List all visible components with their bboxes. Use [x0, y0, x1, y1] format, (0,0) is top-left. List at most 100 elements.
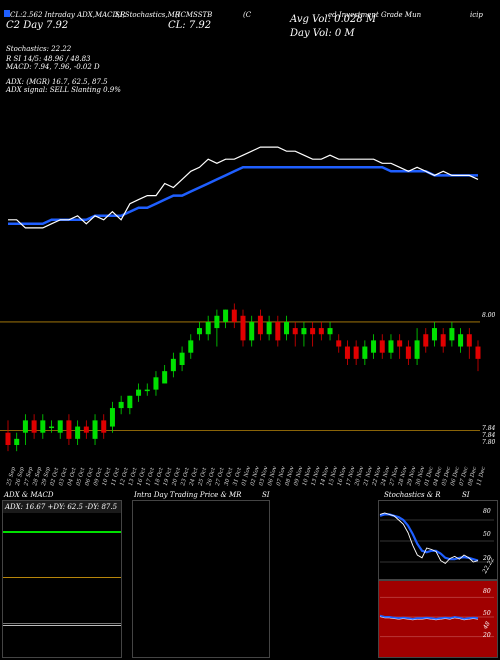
- date-tick-label: 09 Nov: [293, 465, 304, 487]
- candle-body: [275, 321, 281, 341]
- price-mid: CL: 7.92: [168, 20, 212, 31]
- candle-body: [318, 328, 324, 335]
- candle-body: [162, 371, 168, 384]
- adx-divider: [3, 577, 121, 578]
- date-tick-label: 17 Nov: [346, 465, 357, 487]
- date-tick-label: 08 Dec: [467, 466, 478, 486]
- date-tick-label: 10 Nov: [302, 465, 313, 487]
- date-tick-label: 06 Oct: [84, 466, 95, 486]
- date-tick-label: 04 Dec: [433, 466, 444, 486]
- rsi-tick-20: 20: [483, 632, 491, 639]
- candle-body: [475, 346, 481, 359]
- candle-body: [205, 321, 211, 335]
- date-tick-label: 01 Dec: [424, 466, 435, 486]
- date-tick-label: 28 Sep: [32, 466, 43, 488]
- candle-body: [127, 395, 133, 409]
- date-tick-label: 21 Nov: [363, 465, 374, 488]
- date-tick-label: 02 Oct: [50, 466, 61, 486]
- date-tick-label: 30 Oct: [224, 466, 235, 486]
- chart-header-seg3: (ICMSSTB: [175, 11, 213, 19]
- date-tick-label: 08 Nov: [285, 465, 296, 487]
- date-tick-label: 06 Nov: [267, 465, 278, 487]
- candle-body: [214, 315, 220, 329]
- candle-body: [440, 334, 446, 347]
- candle-body: [101, 420, 107, 433]
- date-tick-label: 02 Nov: [250, 465, 261, 487]
- candle-body: [362, 346, 368, 359]
- adx-signal: ADX signal: SELL Slanting 0.9%: [6, 86, 121, 94]
- stoch-d-line: [379, 513, 479, 562]
- date-tick-label: 07 Nov: [276, 465, 287, 487]
- rsi-line: [379, 614, 479, 621]
- candle-body: [414, 340, 420, 359]
- date-tick-label: 27 Nov: [389, 465, 400, 488]
- stoch-tick-50: 50: [483, 531, 491, 538]
- rsi-tick-50: 50: [483, 610, 491, 617]
- date-tick-label: 19 Oct: [163, 466, 174, 486]
- date-tick-label: 16 Nov: [337, 465, 348, 487]
- candle-body: [284, 321, 290, 335]
- candle-body: [92, 420, 98, 439]
- date-tick-label: 18 Oct: [154, 466, 165, 486]
- candle-body: [144, 389, 150, 392]
- rsi-tick-80: 80: [483, 588, 491, 595]
- adx-line: [3, 531, 121, 533]
- level-bottom-label-3: 7.80: [482, 439, 496, 446]
- date-tick-label: 12 Oct: [119, 466, 130, 486]
- intraday-panel-title: Intra Day Trading Price & MR: [134, 491, 242, 499]
- chart-header-seg4: (C: [243, 11, 252, 19]
- date-tick-label: 24 Nov: [380, 465, 391, 488]
- candle-body: [371, 340, 377, 353]
- intraday-panel: [132, 500, 270, 658]
- date-tick-label: 06 Dec: [450, 466, 461, 486]
- candle-body: [75, 426, 81, 439]
- date-tick-label: 13 Oct: [128, 466, 139, 486]
- candle-body: [179, 352, 185, 365]
- candle-body: [249, 321, 255, 341]
- chart-header-seg6: icip: [470, 11, 483, 19]
- date-tick-label: 20 Oct: [171, 466, 182, 487]
- date-tick-label: 07 Dec: [459, 466, 470, 486]
- candle-body: [22, 420, 28, 433]
- level-bottom-label-2: 7.84: [482, 432, 496, 439]
- date-tick-label: 25 Oct: [197, 466, 208, 487]
- intraday-panel-title-2: SI: [262, 491, 270, 499]
- candle-body: [153, 377, 159, 390]
- level-top-label: 8.00: [482, 312, 496, 319]
- candle-body: [188, 340, 194, 353]
- stochastics-readout: Stochastics: 22.22: [6, 45, 72, 53]
- adx-panel: ADX: 16.67 +DY: 62.5 -DY: 87.5: [2, 500, 122, 658]
- candle-body: [327, 328, 333, 335]
- candle-body: [57, 420, 63, 433]
- candle-body: [310, 328, 316, 335]
- macd-zero-line: [3, 623, 121, 624]
- date-tick-label: 11 Dec: [476, 466, 487, 486]
- date-tick-label: 17 Oct: [145, 466, 156, 486]
- stoch-tick-80: 80: [483, 508, 491, 515]
- date-tick-label: 22 Nov: [371, 465, 382, 488]
- candle-body: [397, 340, 403, 347]
- adx-values: ADX: 16.67 +DY: 62.5 -DY: 87.5: [5, 503, 118, 511]
- candle-body: [292, 328, 298, 335]
- date-tick-label: 03 Nov: [259, 465, 270, 487]
- candle-body: [423, 334, 429, 347]
- candle-body: [83, 426, 89, 433]
- date-tick-label: 26 Sep: [15, 466, 26, 488]
- date-tick-label: 27 Sep: [23, 466, 34, 488]
- date-tick-label: 05 Dec: [441, 466, 452, 486]
- candle-body: [223, 309, 229, 322]
- price-line: [8, 146, 479, 229]
- date-tick-label: 28 Nov: [398, 465, 409, 488]
- candle-body: [14, 438, 20, 445]
- stoch-tick-20: 20: [483, 555, 491, 562]
- date-tick-label: 14 Nov: [319, 465, 330, 487]
- date-tick-label: 29 Nov: [406, 465, 417, 488]
- candle-body: [431, 328, 437, 341]
- date-tick-label: 05 Oct: [76, 466, 87, 486]
- candle-body: [31, 420, 37, 433]
- candle-body: [257, 315, 263, 335]
- candle-body: [240, 315, 246, 341]
- chart-header-title: CL:2.562 Intraday ADX,MACD,R: [10, 11, 126, 19]
- date-tick-label: 01 Nov: [241, 465, 252, 487]
